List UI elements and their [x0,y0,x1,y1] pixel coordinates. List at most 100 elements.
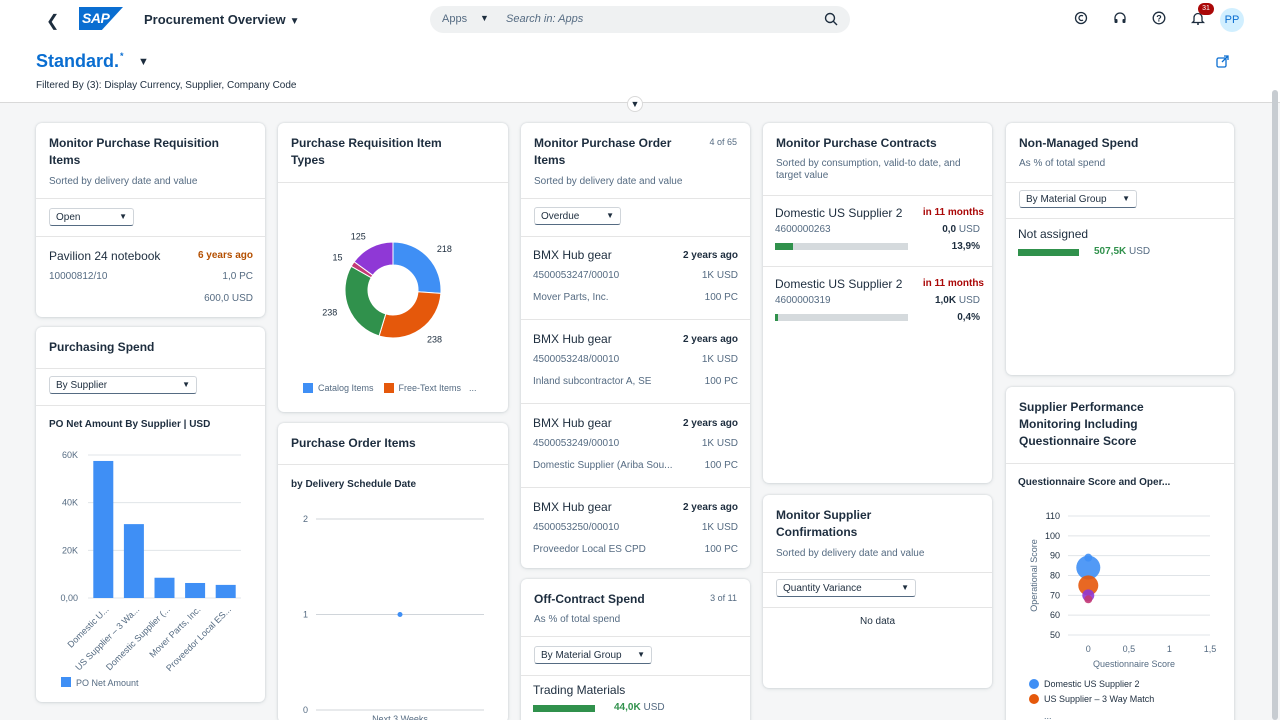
y-tick-label: 40K [62,498,78,508]
consumption-bar [775,314,908,321]
svg-text:?: ? [1156,14,1162,24]
divider [763,195,992,196]
slice-label: 238 [322,307,337,317]
item-name[interactable]: Not assigned [1018,227,1089,241]
bar [154,577,175,598]
consumption-bar [775,243,908,250]
y-tick-label: 90 [1050,551,1060,561]
bubble [1076,555,1101,580]
divider [278,464,508,465]
share-icon[interactable] [1216,55,1229,68]
status-filter-select[interactable]: Quantity Variance ▼ [776,579,916,597]
item-name: BMX Hub gear [533,332,612,346]
divider [521,487,750,488]
spend-bar [1018,249,1079,256]
help-icon[interactable]: ? [1152,11,1166,25]
scrollbar[interactable] [1272,90,1278,720]
status-filter-select[interactable]: Open ▼ [49,208,134,226]
list-item[interactable]: BMX Hub gear 2 years ago 4500053249/0001… [521,405,750,489]
card-subtitle: As % of total spend [1019,158,1106,169]
spend-bar [533,705,595,712]
list-item[interactable]: BMX Hub gear 2 years ago 4500053248/0001… [521,321,750,405]
card-title: Items [49,153,81,167]
y-tick-label: 50 [1050,630,1060,640]
item-quantity: 100 PC [704,376,738,387]
card-title: Purchase Requisition Item [291,136,442,150]
x-tick-label: 1 [1167,644,1172,654]
card-off-contract-spend[interactable]: Off-Contract Spend 3 of 11 As % of total… [521,579,750,720]
card-purchase-requisition-item-types[interactable]: Purchase Requisition Item Types 218 238 23… [278,123,508,412]
search-input[interactable]: Search in: Apps [506,13,584,25]
search-scope[interactable]: Apps [442,13,468,25]
list-item[interactable]: BMX Hub gear 2 years ago 4500053250/0001… [521,489,750,568]
item-amount: 1K USD [701,438,738,449]
item-value: 600,0 USD [204,293,253,304]
back-icon[interactable]: ❮ [46,13,60,30]
card-subtitle: target value [776,170,829,181]
y-tick-label: 80 [1050,571,1060,581]
status-filter-select[interactable]: Overdue ▼ [534,207,621,225]
sap-logo[interactable]: SAP [79,7,123,30]
dimension-select[interactable]: By Material Group ▼ [534,646,652,664]
avatar[interactable]: PP [1220,8,1244,32]
item-counter: 4 of 65 [709,137,737,147]
chevron-down-icon[interactable]: ▼ [138,56,149,68]
divider [521,636,750,637]
item-time: 2 years ago [682,418,738,429]
y-axis-label: Operational Score [1029,539,1039,612]
dimension-select[interactable]: By Material Group ▼ [1019,190,1137,208]
x-axis-label: Next 3 Weeks [372,714,428,720]
collapse-header-button[interactable]: ▼ [627,96,643,112]
chevron-down-icon[interactable]: ▼ [480,13,489,23]
joule-icon[interactable] [1074,11,1088,25]
search-bar: Apps ▼ Search in: Apps [430,6,850,33]
headset-icon[interactable] [1113,11,1127,25]
divider [36,405,265,406]
chevron-down-icon: ▼ [119,212,127,221]
card-monitor-purchase-order-items[interactable]: Monitor Purchase Order Items 4 of 65 Sor… [521,123,750,568]
item-id: 10000812/10 [49,271,108,282]
select-value: Quantity Variance [783,583,862,594]
divider [521,236,750,237]
bubble [1078,575,1099,596]
x-axis-label: Questionnaire Score [1093,659,1175,669]
dimension-select[interactable]: By Supplier ▼ [49,376,197,394]
legend-more[interactable]: ... [469,383,477,393]
divider [1006,218,1234,219]
card-title: Monitor Purchase Contracts [776,136,937,150]
item-name[interactable]: Pavilion 24 notebook [49,249,161,263]
card-purchase-order-items[interactable]: Purchase Order Items by Delivery Schedul… [278,423,508,720]
item-name: BMX Hub gear [533,416,612,430]
chevron-down-icon: ▼ [289,16,300,27]
list-item[interactable]: BMX Hub gear 2 years ago 4500053247/0001… [521,237,750,321]
chevron-down-icon: ▼ [901,583,909,592]
card-monitor-purchase-contracts[interactable]: Monitor Purchase Contracts Sorted by con… [763,123,992,483]
slice-label: 15 [333,252,343,262]
item-name[interactable]: Trading Materials [533,683,626,697]
legend-swatch [61,677,71,687]
divider [1006,463,1234,464]
card-purchasing-spend[interactable]: Purchasing Spend By Supplier ▼ PO Net Amo… [36,327,265,702]
card-non-managed-spend[interactable]: Non-Managed Spend As % of total spend By… [1006,123,1234,375]
variant-name: Standard. [36,51,120,71]
divider [763,607,992,608]
chart-title: Questionnaire Score and Oper... [1018,477,1171,488]
chevron-down-icon: ▼ [182,380,190,389]
list-item[interactable]: Domestic US Supplier 2 in 11 months 4600… [763,196,992,266]
data-point [397,612,403,617]
search-icon[interactable] [824,12,838,26]
card-title: Purchasing Spend [49,340,155,354]
contract-value: 0,0 USD [942,224,980,235]
x-tick-label: 1,5 [1204,644,1217,654]
select-value: Open [56,212,81,223]
legend-swatch [1029,694,1039,704]
list-item[interactable]: Domestic US Supplier 2 in 11 months 4600… [763,267,992,337]
variant-selector[interactable]: Standard.* [36,51,124,72]
contract-supplier: Domestic US Supplier 2 [775,206,903,220]
card-supplier-performance-monitoring[interactable]: Supplier Performance Monitoring Includin… [1006,387,1234,720]
card-monitor-supplier-confirmations[interactable]: Monitor Supplier Confirmations Sorted by… [763,495,992,688]
contract-value: 1,0K USD [934,295,980,306]
card-monitor-purchase-requisition-items[interactable]: Monitor Purchase Requisition Items Sorte… [36,123,265,317]
divider [763,572,992,573]
app-title-menu[interactable]: Procurement Overview ▼ [144,12,300,27]
